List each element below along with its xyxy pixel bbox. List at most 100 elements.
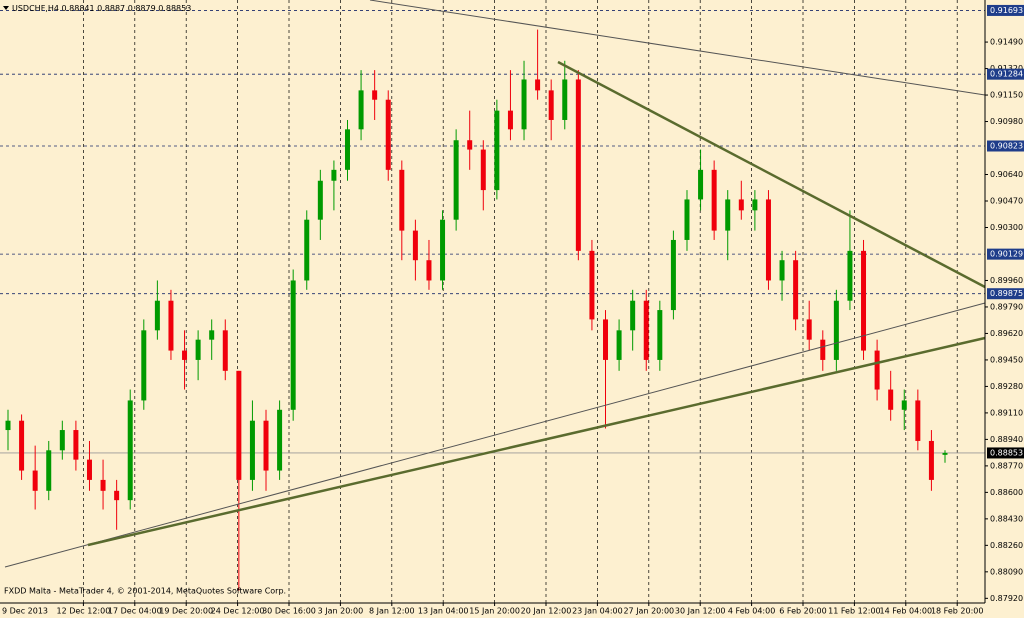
- candle-body: [698, 169, 704, 200]
- x-tick-label: 18 Feb 20:00: [931, 607, 983, 616]
- candle-body: [344, 129, 350, 170]
- y-tick-label: 0.88770: [990, 461, 1023, 470]
- candle-body: [901, 400, 907, 410]
- y-tick-label: 0.90470: [990, 197, 1023, 206]
- level-label-bg: [987, 4, 1024, 16]
- candle-body: [548, 90, 554, 120]
- candle-body: [657, 310, 663, 360]
- candle-body: [277, 409, 283, 471]
- candle-body: [630, 300, 636, 331]
- candle-body: [263, 420, 269, 471]
- x-tick-label: 19 Dec 20:00: [159, 607, 213, 616]
- candle-body: [127, 400, 133, 501]
- y-tick-label: 0.89450: [990, 355, 1023, 364]
- candle-body: [317, 180, 323, 220]
- candle-body: [806, 319, 812, 340]
- candle-body: [168, 300, 174, 351]
- candle-body: [154, 300, 160, 331]
- x-tick-label: 13 Jan 04:00: [418, 607, 469, 616]
- y-tick-label: 0.91320: [990, 64, 1023, 73]
- candle-body: [426, 260, 432, 281]
- y-tick-label: 0.88430: [990, 514, 1023, 523]
- y-tick-label: 0.91150: [990, 91, 1023, 100]
- candle-body: [861, 250, 867, 351]
- candle-body: [399, 169, 405, 231]
- candle-body: [833, 300, 839, 360]
- candles: [5, 29, 948, 591]
- candle-body: [222, 330, 228, 371]
- grid: [0, 0, 985, 603]
- candle-body: [331, 169, 337, 181]
- candle-body: [847, 250, 853, 301]
- candle-body: [480, 149, 486, 191]
- candle-body: [453, 140, 459, 220]
- candle-body: [494, 110, 500, 191]
- candle-body: [521, 79, 527, 130]
- candle-body: [304, 219, 310, 281]
- x-tick-label: 17 Dec 04:00: [108, 607, 162, 616]
- candle-body: [236, 370, 242, 480]
- candle-body: [385, 99, 391, 170]
- candle-body: [575, 79, 581, 251]
- level-label: 0.91284: [990, 70, 1023, 79]
- x-tick-label: 3 Jan 20:00: [318, 607, 364, 616]
- candle-body: [725, 199, 731, 231]
- x-tick-label: 11 Feb 12:00: [828, 607, 880, 616]
- x-tick-label: 15 Jan 20:00: [469, 607, 520, 616]
- menu-arrow[interactable]: [3, 6, 9, 10]
- candle-body: [820, 339, 826, 360]
- candle-body: [32, 470, 38, 491]
- level-label: 0.91693: [990, 6, 1023, 15]
- current-price-bg: [987, 447, 1024, 459]
- x-tick-label: 27 Jan 20:00: [623, 607, 674, 616]
- y-tick-label: 0.87920: [990, 594, 1023, 603]
- candle-body: [603, 319, 609, 360]
- y-tick-label: 0.89620: [990, 329, 1023, 338]
- x-tick-label: 30 Dec 16:00: [262, 607, 316, 616]
- candle-body: [643, 300, 649, 360]
- candle-body: [562, 79, 568, 120]
- x-tick-label: 30 Jan 12:00: [675, 607, 726, 616]
- candle-body: [209, 330, 215, 340]
- x-tick-label: 24 Dec 12:00: [211, 607, 265, 616]
- x-tick-label: 8 Jan 12:00: [369, 607, 415, 616]
- symbol: USDCHF,H4: [12, 4, 59, 13]
- candle-body: [19, 420, 25, 471]
- candle-body: [942, 452, 948, 455]
- x-tick-label: 9 Dec 2013: [2, 607, 48, 616]
- candle-body: [589, 250, 595, 320]
- candle-body: [752, 199, 758, 211]
- trend-lines: [4, 0, 986, 568]
- trend-line: [557, 60, 986, 289]
- candle-body: [86, 459, 92, 480]
- candle-body: [73, 430, 79, 460]
- candle-body: [141, 330, 147, 401]
- level-label-bg: [987, 248, 1024, 260]
- x-tick-label: 12 Dec 12:00: [56, 607, 110, 616]
- y-tick-label: 0.88260: [990, 541, 1023, 550]
- header: USDCHF,H4 0.88841 0.8887 0.8879 0.88853: [12, 4, 191, 13]
- y-tick-label: 0.88940: [990, 435, 1023, 444]
- candle-body: [765, 199, 771, 281]
- level-label: 0.90129: [990, 250, 1023, 259]
- candle-body: [467, 140, 473, 150]
- y-tick-label: 0.90640: [990, 170, 1023, 179]
- current-price-label: 0.88853: [990, 448, 1023, 457]
- x-tick-label: 23 Jan 04:00: [572, 607, 623, 616]
- y-tick-label: 0.90300: [990, 223, 1023, 232]
- level-label-bg: [987, 68, 1024, 80]
- candle-body: [59, 430, 65, 451]
- candle-body: [114, 490, 120, 501]
- y-tick-label: 0.89790: [990, 302, 1023, 311]
- candle-body: [195, 339, 201, 360]
- candle-body: [738, 199, 744, 211]
- y-tick-label: 0.88600: [990, 488, 1023, 497]
- candle-body: [684, 199, 690, 240]
- candle-body: [616, 330, 622, 360]
- candle-body: [507, 110, 513, 130]
- level-label-bg: [987, 288, 1024, 300]
- candle-body: [440, 219, 446, 281]
